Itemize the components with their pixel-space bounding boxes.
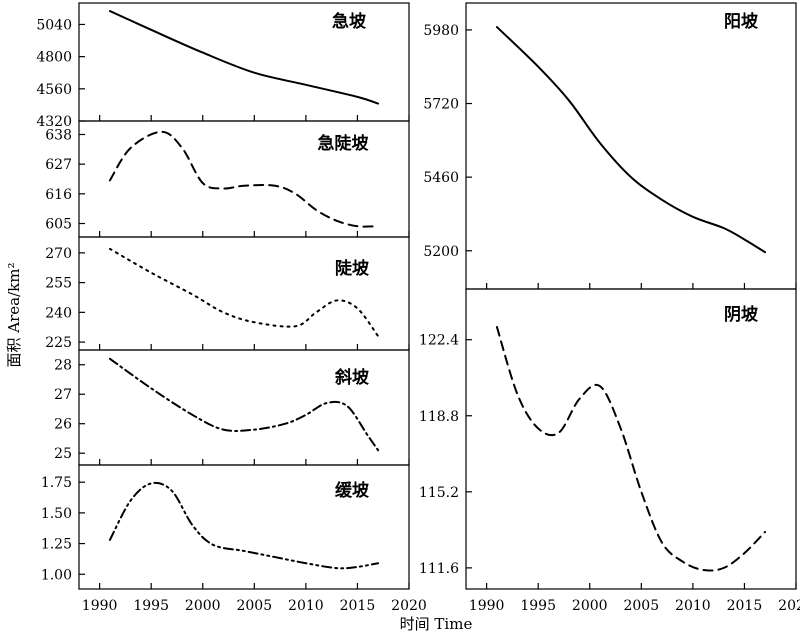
panel-very-steep-slope: 225 240 255 270 陡坡 [45, 236, 410, 351]
gentle-slope-x-tick-label: 2000 [185, 598, 221, 614]
steep-very-steep-slope-y-tick-label: 616 [45, 187, 72, 203]
gentle-slope-y-tick-label: 1.50 [41, 506, 72, 522]
panel-inclined-slope: 25 26 27 28 斜坡 [54, 349, 410, 466]
shady-slope-frame [465, 288, 797, 590]
inclined-slope-y-tick-label: 26 [54, 417, 72, 433]
gentle-slope-x-tick-label: 1995 [133, 598, 169, 614]
steep-very-steep-slope-y-tick-label: 605 [45, 217, 72, 233]
shady-slope-y-tick-label: 115.2 [419, 485, 459, 501]
sunny-slope-y-tick-label: 5200 [423, 244, 459, 260]
steep-slope-y-tick-label: 5040 [36, 17, 72, 33]
very-steep-slope-y-tick-label: 240 [45, 305, 72, 321]
sunny-slope-y-tick-label: 5980 [423, 23, 459, 39]
shady-slope-label: 阴坡 [724, 304, 758, 325]
very-steep-slope-y-tick-label: 255 [45, 276, 72, 292]
gentle-slope-series-line [108, 481, 380, 570]
inclined-slope-y-tick-label: 27 [54, 387, 72, 403]
inclined-slope-label: 斜坡 [334, 367, 369, 388]
shady-slope-x-tick-label: 2015 [727, 598, 763, 614]
shady-slope-y-tick-label: 118.8 [419, 409, 459, 425]
shady-slope-x-tick-label: 1995 [520, 598, 556, 614]
panel-steep-slope: 4320 4560 4800 5040 急坡 [36, 2, 410, 130]
steep-slope-series-line [108, 10, 380, 105]
panel-steep-very-steep-slope: 605 616 627 638 急陡坡 [45, 120, 410, 238]
gentle-slope-x-tick-label: 2015 [340, 598, 376, 614]
steep-very-steep-slope-y-tick-label: 638 [45, 127, 72, 143]
gentle-slope-x-tick-label: 2010 [288, 598, 324, 614]
very-steep-slope-series-line [108, 247, 380, 338]
steep-very-steep-slope-y-tick-label: 627 [45, 157, 72, 173]
y-axis-title: 面积 Area/km² [5, 263, 23, 368]
inclined-slope-series-line [108, 357, 380, 452]
steep-slope-y-tick-label: 4560 [36, 82, 72, 98]
gentle-slope-x-tick-label: 2020 [391, 598, 427, 614]
shady-slope-y-tick-label: 111.6 [419, 561, 459, 577]
very-steep-slope-y-tick-label: 225 [45, 335, 72, 351]
sunny-slope-y-tick-label: 5720 [423, 97, 459, 113]
steep-slope-label: 急坡 [332, 11, 366, 32]
sunny-slope-y-tick-label: 5460 [423, 170, 459, 186]
gentle-slope-x-tick-label: 1990 [82, 598, 118, 614]
inclined-slope-y-tick-label: 28 [54, 358, 72, 374]
gentle-slope-y-tick-label: 1.00 [41, 567, 72, 583]
very-steep-slope-y-tick-label: 270 [45, 246, 72, 262]
panel-sunny-slope: 5200 5460 5720 5980 阳坡 [423, 2, 797, 290]
shady-slope-y-tick-label: 122.4 [419, 333, 459, 349]
sunny-slope-series-line [495, 26, 767, 254]
steep-very-steep-slope-series-line [108, 130, 380, 228]
gentle-slope-frame [78, 464, 410, 590]
sunny-slope-label: 阳坡 [724, 11, 758, 32]
steep-slope-y-tick-label: 4800 [36, 50, 72, 66]
gentle-slope-x-tick-label: 2005 [236, 598, 272, 614]
very-steep-slope-frame [78, 236, 410, 351]
very-steep-slope-label: 陡坡 [335, 258, 369, 279]
shady-slope-x-tick-label: 2000 [572, 598, 608, 614]
shady-slope-series-line [495, 326, 767, 572]
gentle-slope-label: 缓坡 [335, 480, 369, 501]
steep-slope-y-tick-label: 4320 [36, 114, 72, 130]
shady-slope-x-tick-label: 2010 [675, 598, 711, 614]
inclined-slope-y-tick-label: 25 [54, 446, 72, 462]
x-axis-title: 时间 Time [400, 615, 473, 633]
shady-slope-x-tick-label: 2020 [778, 598, 800, 614]
gentle-slope-y-tick-label: 1.25 [41, 537, 72, 553]
gentle-slope-y-tick-label: 1.75 [41, 475, 72, 491]
panel-gentle-slope: 1.00 1.25 1.50 1.75 1990 1995 2000 2005 2010 2015… [41, 464, 427, 614]
panel-shady-slope: 111.6 115.2 118.8 122.4 1990 1995 2000 2005 2010… [419, 288, 800, 614]
shady-slope-x-tick-label: 2005 [623, 598, 659, 614]
shady-slope-x-tick-label: 1990 [469, 598, 505, 614]
steep-very-steep-slope-label: 急陡坡 [318, 133, 369, 154]
